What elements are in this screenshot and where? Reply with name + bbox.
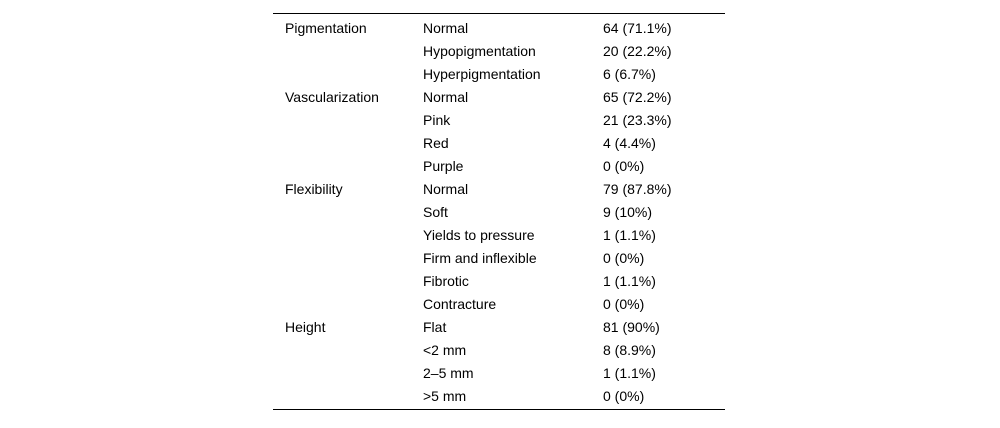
count-percent-cell: 21 (23.3%) — [603, 111, 672, 128]
subcategory-cell: >5 mm — [423, 387, 467, 404]
category-cell: Height — [285, 318, 326, 335]
table-row: 2–5 mm 1 (1.1%) — [273, 361, 725, 384]
table-row: >5 mm 0 (0%) — [273, 384, 725, 407]
subcategory-cell: Contracture — [423, 295, 497, 312]
table-row: Firm and inflexible 0 (0%) — [273, 246, 725, 269]
table-row: Fibrotic 1 (1.1%) — [273, 269, 725, 292]
table-row: Pigmentation Normal 64 (71.1%) — [273, 16, 725, 39]
table-row: Flexibility Normal 79 (87.8%) — [273, 177, 725, 200]
table-row: Hyperpigmentation 6 (6.7%) — [273, 62, 725, 85]
table-row: Red 4 (4.4%) — [273, 131, 725, 154]
count-percent-cell: 65 (72.2%) — [603, 88, 672, 105]
count-percent-cell: 0 (0%) — [603, 387, 645, 404]
scar-characteristics-table: Pigmentation Normal 64 (71.1%) Hypopigmenta… — [273, 13, 725, 410]
count-percent-cell: 79 (87.8%) — [603, 180, 672, 197]
count-percent-cell: 64 (71.1%) — [603, 19, 672, 36]
count-percent-cell: 1 (1.1%) — [603, 272, 656, 289]
subcategory-cell: 2–5 mm — [423, 364, 474, 381]
subcategory-cell: Red — [423, 134, 449, 151]
subcategory-cell: Soft — [423, 203, 448, 220]
subcategory-cell: Hyperpigmentation — [423, 65, 541, 82]
category-cell: Vascularization — [285, 88, 379, 105]
count-percent-cell: 1 (1.1%) — [603, 226, 656, 243]
table-row: Hypopigmentation 20 (22.2%) — [273, 39, 725, 62]
subcategory-cell: Normal — [423, 19, 469, 36]
subcategory-cell: Yields to pressure — [423, 226, 535, 243]
table-row: Contracture 0 (0%) — [273, 292, 725, 315]
count-percent-cell: 0 (0%) — [603, 295, 645, 312]
table-row: Soft 9 (10%) — [273, 200, 725, 223]
count-percent-cell: 20 (22.2%) — [603, 42, 672, 59]
subcategory-cell: <2 mm — [423, 341, 467, 358]
subcategory-cell: Normal — [423, 180, 469, 197]
table-row: Purple 0 (0%) — [273, 154, 725, 177]
table-row: Pink 21 (23.3%) — [273, 108, 725, 131]
subcategory-cell: Firm and inflexible — [423, 249, 537, 266]
subcategory-cell: Flat — [423, 318, 447, 335]
category-cell: Pigmentation — [285, 19, 367, 36]
subcategory-cell: Fibrotic — [423, 272, 469, 289]
subcategory-cell: Purple — [423, 157, 464, 174]
count-percent-cell: 6 (6.7%) — [603, 65, 656, 82]
category-cell: Flexibility — [285, 180, 343, 197]
count-percent-cell: 0 (0%) — [603, 157, 645, 174]
count-percent-cell: 81 (90%) — [603, 318, 660, 335]
table-row: Vascularization Normal 65 (72.2%) — [273, 85, 725, 108]
count-percent-cell: 0 (0%) — [603, 249, 645, 266]
table-row: Height Flat 81 (90%) — [273, 315, 725, 338]
count-percent-cell: 9 (10%) — [603, 203, 653, 220]
count-percent-cell: 8 (8.9%) — [603, 341, 656, 358]
table-row: <2 mm 8 (8.9%) — [273, 338, 725, 361]
subcategory-cell: Normal — [423, 88, 469, 105]
subcategory-cell: Pink — [423, 111, 451, 128]
table-row: Yields to pressure 1 (1.1%) — [273, 223, 725, 246]
count-percent-cell: 1 (1.1%) — [603, 364, 656, 381]
subcategory-cell: Hypopigmentation — [423, 42, 536, 59]
count-percent-cell: 4 (4.4%) — [603, 134, 656, 151]
